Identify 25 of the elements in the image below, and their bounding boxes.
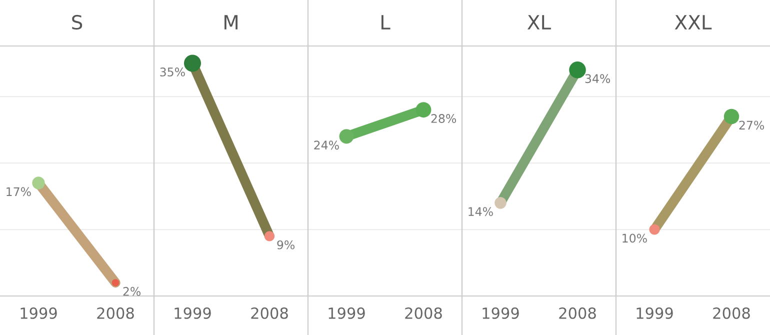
chart-title: L — [381, 15, 390, 30]
data-label: 27% — [739, 120, 764, 130]
x-tick-label: 2008 — [713, 307, 750, 319]
x-tick-label: 1999 — [20, 307, 57, 319]
data-label: 2% — [123, 286, 141, 296]
chart-title: M — [224, 15, 238, 30]
data-label: 28% — [431, 114, 456, 123]
data-label: 10% — [622, 234, 647, 243]
chart-title: S — [72, 14, 82, 30]
x-tick-label: 1999 — [482, 307, 519, 319]
data-label: 9% — [277, 240, 295, 250]
x-tick-label: 2008 — [559, 307, 596, 319]
x-tick-label: 2008 — [251, 307, 288, 319]
x-tick-label: 2008 — [405, 307, 442, 319]
data-label: 14% — [468, 207, 493, 216]
data-label: 34% — [585, 74, 610, 84]
chart-title: XL — [528, 15, 551, 30]
data-label: 24% — [314, 140, 339, 150]
data-label: 35% — [160, 68, 185, 76]
x-tick-label: 1999 — [328, 307, 365, 319]
data-label: 17% — [6, 187, 31, 196]
chart-title: XXL — [674, 15, 712, 30]
x-tick-label: 1999 — [174, 307, 211, 319]
x-tick-label: 2008 — [97, 307, 134, 319]
x-tick-label: 1999 — [636, 307, 673, 319]
